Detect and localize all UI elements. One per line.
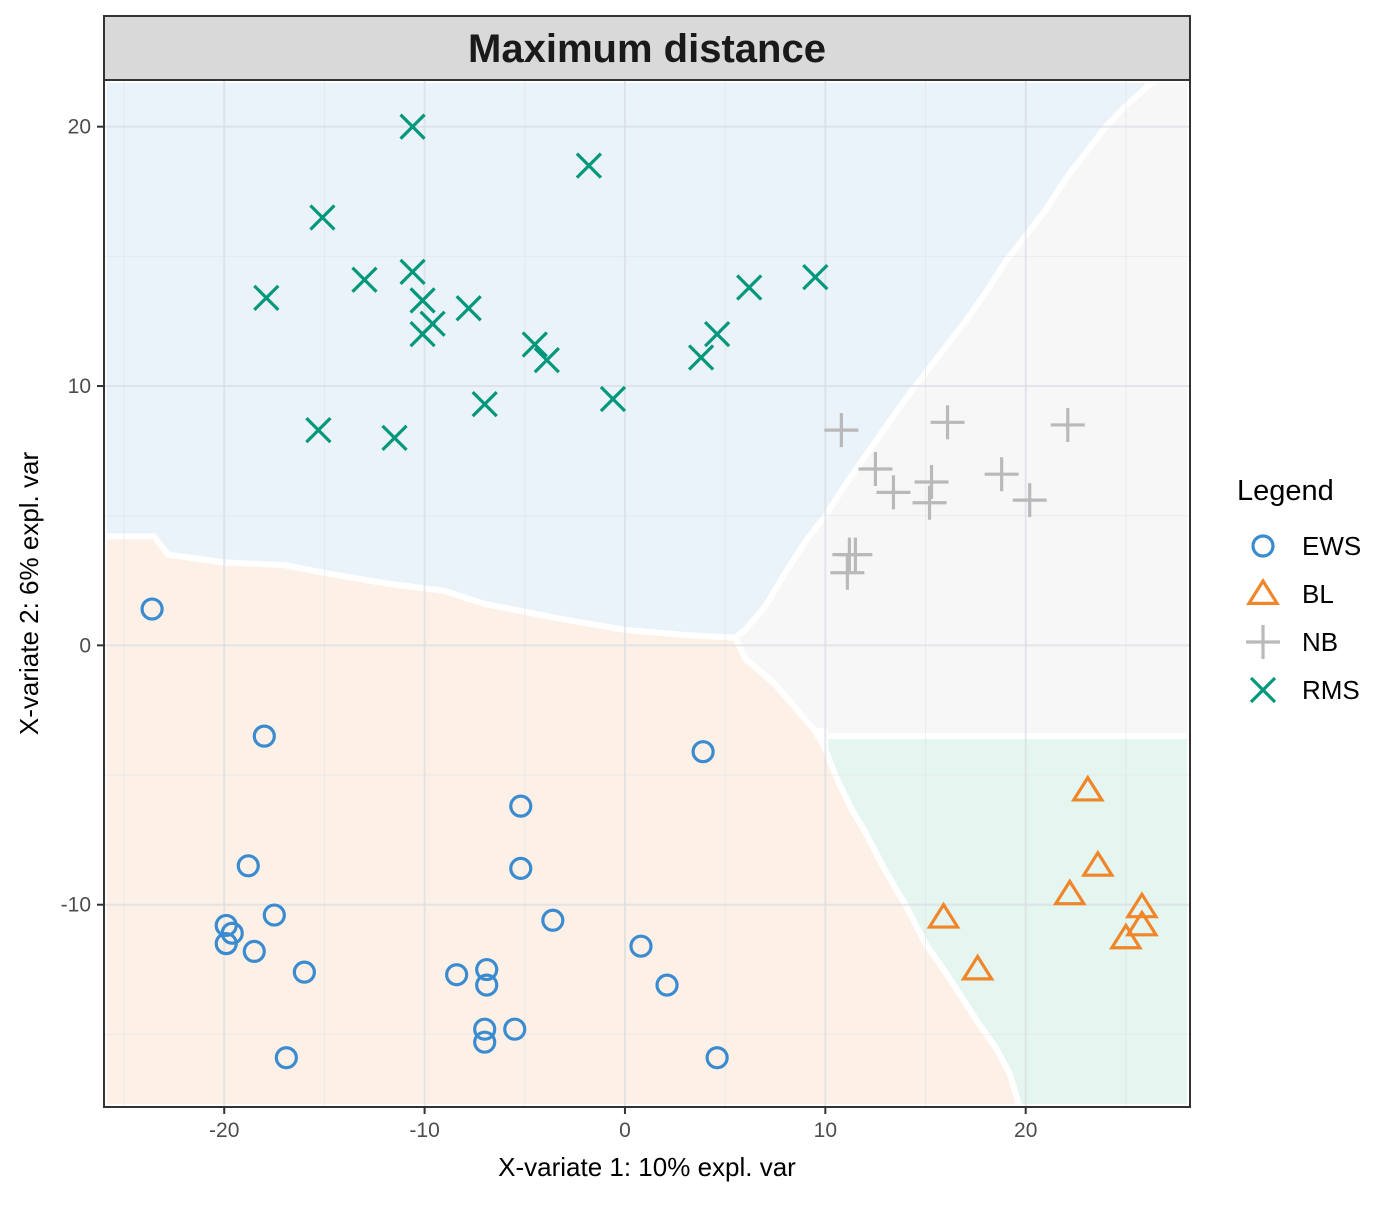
point-nb (984, 457, 1019, 492)
point-ews (214, 932, 238, 956)
title-strip: Maximum distance (103, 15, 1191, 81)
point-rms (736, 274, 763, 301)
point-nb (914, 464, 949, 499)
point-rms (521, 331, 548, 358)
point-nb (838, 537, 873, 572)
y-tick-label: 0 (79, 634, 91, 657)
x-tick-label: -10 (409, 1119, 439, 1142)
point-rms (305, 416, 332, 444)
point-rms (351, 266, 378, 293)
point-ews (445, 963, 469, 987)
point-rms (399, 113, 426, 140)
point-bl (1124, 909, 1159, 937)
point-rms (253, 284, 280, 311)
point-ews (252, 724, 276, 748)
point-bl (1070, 774, 1105, 802)
point-ews (236, 854, 260, 878)
legend-title: Legend (1237, 475, 1334, 507)
point-nb (1050, 407, 1085, 442)
series-rms (253, 113, 829, 452)
point-ews (655, 973, 679, 997)
legend-key-nb (1246, 625, 1280, 659)
series-bl (926, 774, 1159, 981)
point-bl (1124, 891, 1159, 919)
point-ews (262, 903, 286, 927)
legend-item-bl: BL (1246, 577, 1334, 609)
point-nb (858, 452, 893, 487)
point-rms (533, 346, 560, 374)
point-nb (830, 555, 865, 590)
legend-item-nb: NB (1246, 625, 1338, 659)
point-ews (509, 856, 533, 881)
point-ews (292, 960, 316, 984)
point-rms (687, 344, 715, 371)
point-bl (960, 953, 995, 981)
legend: Legend EWS BL NB RMS (1237, 475, 1361, 705)
series-ews (140, 597, 729, 1070)
point-ews (541, 908, 565, 932)
point-rms (471, 391, 498, 418)
point-rms (802, 263, 829, 291)
point-ews (140, 597, 164, 621)
legend-label: RMS (1302, 675, 1360, 705)
legend-label: NB (1302, 627, 1338, 657)
y-axis-title: X-variate 2: 6% expl. var (14, 452, 44, 736)
point-ews (242, 939, 266, 963)
point-rms (409, 287, 436, 314)
point-bl (1080, 849, 1115, 877)
point-ews (691, 740, 715, 764)
title-strip-background (103, 15, 1191, 81)
y-tick-label: 10 (68, 375, 91, 398)
point-nb (912, 485, 947, 520)
points-layer (140, 113, 1159, 1070)
point-rms (399, 258, 426, 286)
x-tick-label: 10 (814, 1119, 837, 1142)
grid-layer (104, 80, 1190, 1107)
point-rms (703, 321, 731, 348)
point-ews (705, 1046, 729, 1070)
legend-item-rms: RMS (1249, 675, 1360, 705)
point-nb (876, 475, 911, 510)
point-nb (824, 413, 859, 448)
x-tick-label: -20 (209, 1119, 239, 1142)
point-bl (1052, 878, 1087, 906)
axis-layer: -20 -10 0 10 20 -10 0 10 20 (61, 116, 1038, 1142)
legend-label: BL (1302, 579, 1334, 609)
point-ews (629, 934, 653, 958)
y-tick-label: 20 (68, 116, 91, 139)
legend-key-ews (1251, 534, 1275, 558)
chart-title: Maximum distance (468, 27, 826, 71)
point-ews (509, 794, 533, 818)
y-tick-label: -10 (61, 894, 91, 917)
region-bl (822, 733, 1190, 1107)
point-ews (503, 1017, 527, 1041)
x-tick-label: 20 (1014, 1119, 1037, 1142)
point-rms (599, 385, 627, 413)
legend-key-rms (1249, 676, 1277, 704)
point-bl (1108, 922, 1143, 950)
point-nb (930, 405, 965, 440)
point-ews (475, 973, 499, 997)
point-ews (475, 957, 499, 982)
x-axis-title: X-variate 1: 10% expl. var (498, 1152, 796, 1182)
point-rms (381, 424, 408, 452)
point-nb (1012, 483, 1047, 518)
series-nb (824, 405, 1085, 590)
point-rms (575, 152, 603, 179)
legend-item-ews: EWS (1251, 531, 1361, 561)
legend-key-bl (1246, 577, 1280, 605)
point-rms (409, 321, 436, 348)
x-tick-label: 0 (619, 1119, 631, 1142)
point-bl (926, 901, 961, 929)
point-ews (473, 1030, 497, 1054)
point-rms (309, 204, 336, 231)
point-ews (473, 1017, 497, 1041)
point-ews (274, 1046, 298, 1070)
point-rms (455, 295, 482, 322)
legend-label: EWS (1302, 531, 1361, 561)
